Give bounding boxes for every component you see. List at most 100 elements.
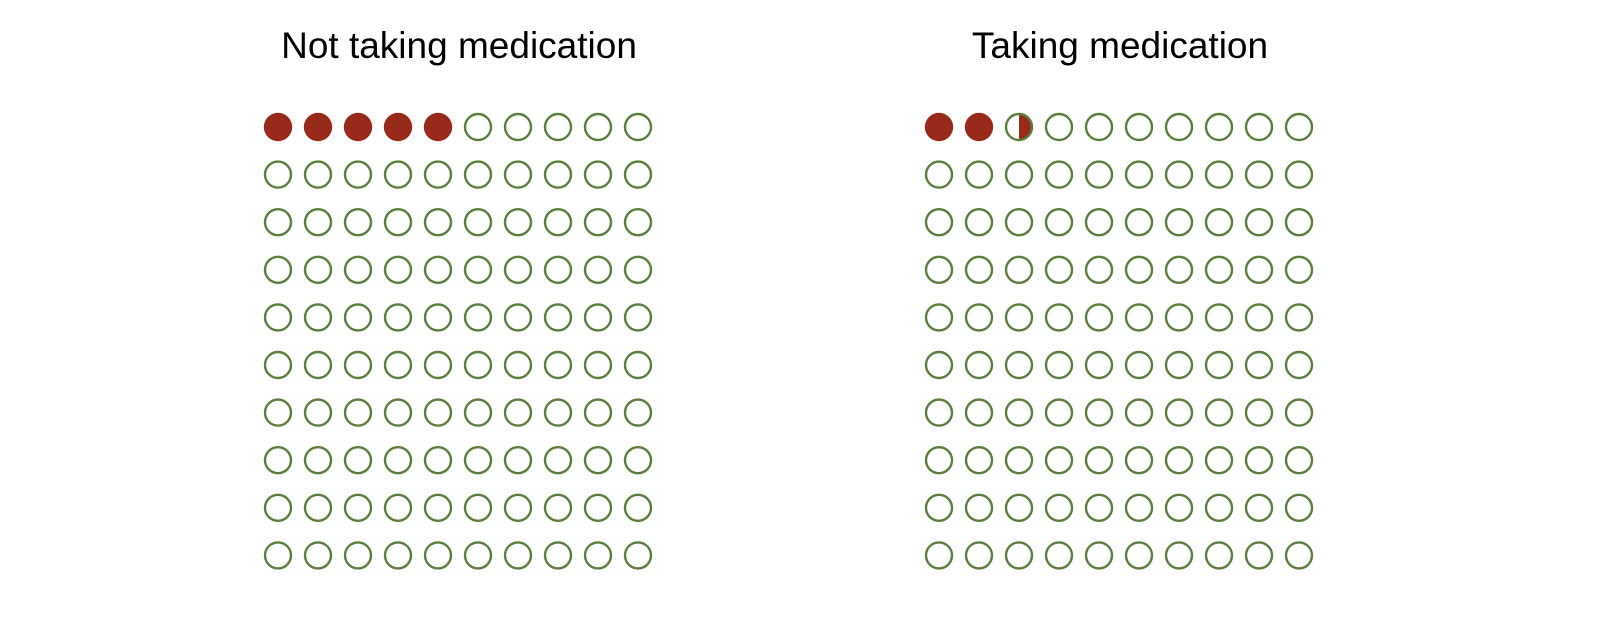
icon-unaffected — [1244, 446, 1274, 475]
icon-unaffected — [924, 350, 954, 380]
icon-grid-not-taking — [263, 112, 653, 570]
icon-outline-circle — [964, 398, 994, 427]
icon-unaffected — [1244, 541, 1274, 570]
icon-unaffected — [543, 255, 573, 284]
icon-outline-circle — [1204, 207, 1234, 237]
icon-unaffected — [1084, 303, 1114, 332]
icon-outline-circle — [263, 541, 293, 570]
icon-outline-circle — [924, 207, 954, 237]
icon-unaffected — [1204, 541, 1234, 570]
icon-outline-circle — [583, 255, 613, 284]
icon-outline-circle — [1004, 350, 1034, 380]
icon-outline-circle — [924, 350, 954, 380]
icon-unaffected — [1084, 350, 1114, 380]
icon-unaffected — [1284, 160, 1314, 189]
icon-unaffected — [1244, 255, 1274, 284]
icon-outline-circle — [1244, 350, 1274, 380]
icon-outline-circle — [1284, 303, 1314, 332]
icon-unaffected — [1284, 303, 1314, 332]
icon-unaffected — [1124, 446, 1154, 475]
icon-unaffected — [964, 160, 994, 189]
icon-unaffected — [1204, 112, 1234, 142]
icon-outline-circle — [343, 541, 373, 570]
icon-unaffected — [583, 207, 613, 237]
icon-unaffected — [503, 207, 533, 237]
icon-unaffected — [924, 398, 954, 427]
icon-unaffected — [1284, 255, 1314, 284]
icon-unaffected — [1004, 160, 1034, 189]
icon-affected-circle — [964, 112, 994, 142]
icon-outline-circle — [1044, 207, 1074, 237]
icon-outline-circle — [1284, 112, 1314, 142]
icon-unaffected — [1124, 541, 1154, 570]
icon-unaffected — [1084, 255, 1114, 284]
icon-outline-circle — [1164, 541, 1194, 570]
icon-outline-circle — [1124, 160, 1154, 189]
icon-unaffected — [303, 207, 333, 237]
icon-unaffected — [503, 112, 533, 142]
icon-unaffected — [623, 493, 653, 522]
icon-outline-circle — [543, 350, 573, 380]
icon-outline-circle — [503, 493, 533, 522]
icon-unaffected — [1084, 207, 1114, 237]
icon-unaffected — [1004, 255, 1034, 284]
icon-outline-circle — [1004, 493, 1034, 522]
icon-outline-circle — [964, 160, 994, 189]
icon-unaffected — [343, 207, 373, 237]
icon-outline-circle — [583, 446, 613, 475]
icon-outline-circle — [1044, 112, 1074, 142]
icon-outline-circle — [343, 207, 373, 237]
icon-unaffected — [1204, 350, 1234, 380]
icon-unaffected — [1284, 446, 1314, 475]
icon-outline-circle — [1284, 207, 1314, 237]
icon-outline-circle — [423, 207, 453, 237]
icon-affected — [423, 112, 453, 142]
icon-outline-circle — [543, 493, 573, 522]
icon-outline-circle — [1164, 446, 1194, 475]
icon-unaffected — [543, 398, 573, 427]
icon-outline-circle — [964, 255, 994, 284]
icon-outline-circle — [303, 493, 333, 522]
icon-unaffected — [343, 398, 373, 427]
icon-outline-circle — [623, 493, 653, 522]
icon-outline-circle — [423, 160, 453, 189]
icon-outline-circle — [1244, 398, 1274, 427]
icon-unaffected — [1204, 446, 1234, 475]
icon-outline-circle — [263, 160, 293, 189]
icon-unaffected — [1284, 493, 1314, 522]
icon-unaffected — [583, 303, 613, 332]
icon-outline-circle — [343, 160, 373, 189]
icon-unaffected — [1004, 541, 1034, 570]
icon-unaffected — [1124, 160, 1154, 189]
icon-outline-circle — [383, 350, 413, 380]
icon-unaffected — [1164, 207, 1194, 237]
icon-outline-circle — [623, 207, 653, 237]
icon-outline-circle — [503, 398, 533, 427]
icon-outline-circle — [343, 446, 373, 475]
icon-unaffected — [1244, 493, 1274, 522]
icon-unaffected — [503, 493, 533, 522]
icon-unaffected — [463, 493, 493, 522]
icon-affected — [924, 112, 954, 142]
icon-unaffected — [1044, 160, 1074, 189]
icon-outline-circle — [1044, 350, 1074, 380]
icon-unaffected — [1164, 112, 1194, 142]
icon-unaffected — [1004, 446, 1034, 475]
icon-outline-circle — [1284, 350, 1314, 380]
icon-outline-circle — [343, 398, 373, 427]
icon-unaffected — [623, 255, 653, 284]
icon-unaffected — [343, 493, 373, 522]
icon-unaffected — [303, 541, 333, 570]
icon-unaffected — [1044, 255, 1074, 284]
icon-unaffected — [924, 255, 954, 284]
icon-outline-circle — [303, 160, 333, 189]
icon-unaffected — [583, 493, 613, 522]
icon-unaffected — [964, 255, 994, 284]
icon-unaffected — [543, 160, 573, 189]
icon-unaffected — [423, 398, 453, 427]
panel-not-taking-medication: Not taking medication — [263, 25, 653, 570]
icon-outline-circle — [1004, 112, 1034, 142]
icon-outline-circle — [1084, 541, 1114, 570]
icon-unaffected — [303, 493, 333, 522]
icon-unaffected — [543, 303, 573, 332]
